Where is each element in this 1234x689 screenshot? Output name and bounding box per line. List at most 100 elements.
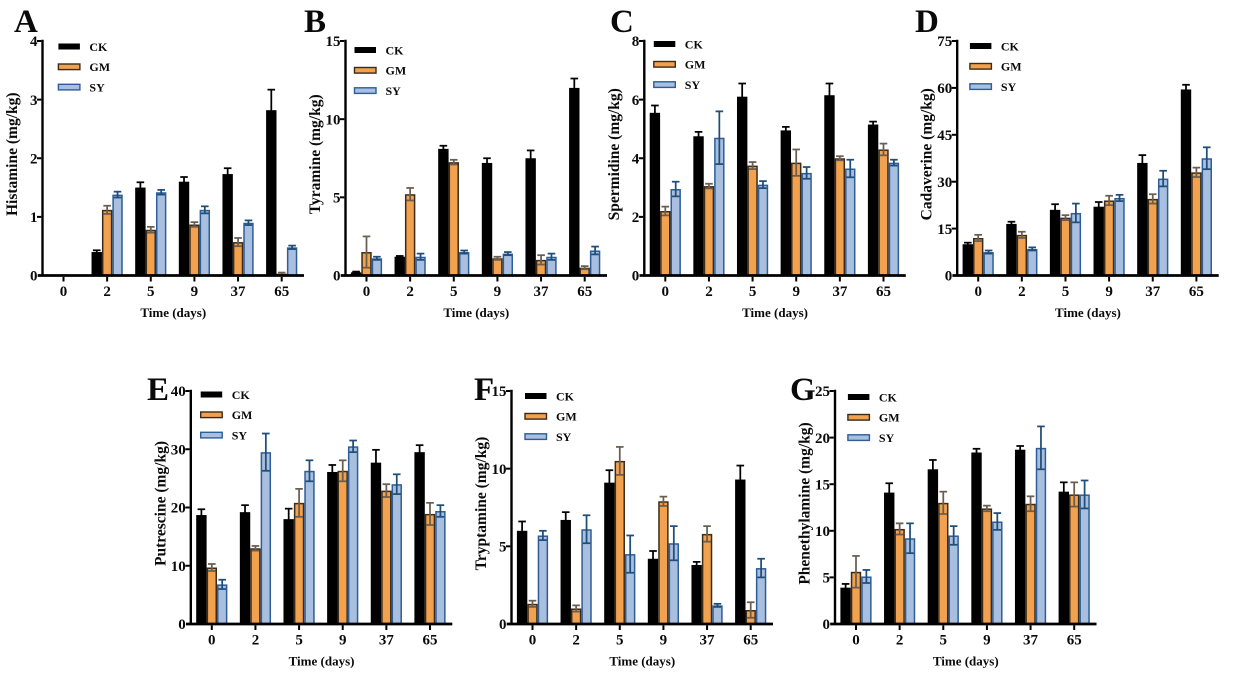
svg-text:40: 40: [171, 384, 186, 400]
svg-text:65: 65: [274, 284, 289, 300]
svg-text:15: 15: [937, 222, 952, 238]
svg-text:9: 9: [1105, 284, 1113, 300]
svg-text:65: 65: [876, 284, 891, 300]
svg-text:GM: GM: [879, 411, 900, 425]
svg-text:0: 0: [945, 269, 953, 285]
svg-text:5: 5: [147, 284, 155, 300]
svg-text:2: 2: [30, 151, 38, 167]
svg-text:65: 65: [1067, 633, 1082, 649]
svg-text:60: 60: [937, 81, 952, 97]
svg-text:2: 2: [632, 210, 640, 226]
svg-text:2: 2: [705, 284, 713, 300]
svg-text:D: D: [915, 4, 939, 40]
svg-text:Time (days): Time (days): [443, 305, 509, 320]
svg-text:75: 75: [937, 34, 952, 50]
svg-text:10: 10: [326, 112, 341, 128]
svg-text:37: 37: [534, 284, 550, 300]
svg-text:3: 3: [30, 93, 38, 109]
svg-text:25: 25: [815, 384, 830, 400]
svg-text:GM: GM: [556, 410, 577, 424]
svg-text:CK: CK: [232, 388, 251, 402]
svg-text:37: 37: [231, 284, 247, 300]
svg-text:Tryptamine (mg/kg): Tryptamine (mg/kg): [473, 437, 490, 571]
svg-text:CK: CK: [685, 37, 704, 51]
svg-text:Time (days): Time (days): [140, 305, 206, 320]
svg-text:CK: CK: [386, 43, 405, 57]
svg-text:CK: CK: [89, 40, 108, 54]
svg-text:15: 15: [326, 34, 341, 50]
svg-text:0: 0: [363, 284, 371, 300]
svg-text:5: 5: [616, 633, 624, 649]
svg-text:0: 0: [333, 269, 341, 285]
svg-text:C: C: [610, 4, 634, 40]
svg-text:0: 0: [30, 269, 38, 285]
svg-text:0: 0: [852, 633, 860, 649]
svg-text:Time (days): Time (days): [742, 305, 808, 320]
svg-text:Spermidine (mg/kg): Spermidine (mg/kg): [606, 88, 623, 220]
svg-text:CK: CK: [556, 389, 575, 403]
svg-text:37: 37: [1145, 284, 1161, 300]
svg-text:B: B: [304, 4, 326, 40]
svg-text:SY: SY: [386, 84, 402, 98]
svg-text:0: 0: [178, 617, 186, 633]
svg-text:2: 2: [103, 284, 111, 300]
svg-text:0: 0: [632, 269, 640, 285]
svg-text:9: 9: [983, 633, 991, 649]
svg-text:9: 9: [792, 284, 800, 300]
svg-text:9: 9: [660, 633, 668, 649]
svg-text:5: 5: [940, 633, 948, 649]
svg-text:GM: GM: [89, 60, 110, 74]
svg-text:9: 9: [494, 284, 502, 300]
svg-text:30: 30: [937, 175, 952, 191]
svg-text:0: 0: [974, 284, 982, 300]
svg-text:65: 65: [1189, 284, 1204, 300]
svg-text:A: A: [14, 4, 38, 40]
svg-text:SY: SY: [232, 429, 248, 443]
svg-text:5: 5: [499, 540, 507, 556]
svg-text:2: 2: [252, 633, 260, 649]
svg-text:6: 6: [632, 93, 640, 109]
svg-text:37: 37: [832, 284, 848, 300]
svg-text:Time (days): Time (days): [933, 654, 999, 669]
svg-text:15: 15: [492, 384, 507, 400]
svg-text:SY: SY: [879, 431, 895, 445]
svg-text:Time (days): Time (days): [609, 654, 675, 669]
svg-text:10: 10: [171, 559, 186, 575]
svg-text:0: 0: [60, 284, 68, 300]
svg-text:0: 0: [208, 633, 216, 649]
svg-text:0: 0: [529, 633, 537, 649]
svg-text:5: 5: [749, 284, 757, 300]
svg-text:CK: CK: [1001, 39, 1020, 53]
svg-text:20: 20: [171, 501, 186, 517]
svg-text:Phenethylamine (mg/kg): Phenethylamine (mg/kg): [797, 422, 814, 584]
svg-text:9: 9: [191, 284, 199, 300]
svg-text:E: E: [147, 372, 169, 408]
svg-text:37: 37: [379, 633, 395, 649]
svg-text:Time (days): Time (days): [289, 654, 355, 669]
svg-text:GM: GM: [232, 408, 253, 422]
svg-text:2: 2: [406, 284, 414, 300]
svg-text:Tyramine (mg/kg): Tyramine (mg/kg): [307, 94, 324, 214]
svg-text:G: G: [790, 372, 816, 408]
svg-text:SY: SY: [1001, 80, 1017, 94]
svg-text:0: 0: [823, 617, 831, 633]
svg-text:SY: SY: [685, 78, 701, 92]
svg-text:10: 10: [815, 524, 830, 540]
svg-text:0: 0: [499, 617, 507, 633]
svg-text:GM: GM: [685, 58, 706, 72]
svg-text:SY: SY: [556, 430, 572, 444]
svg-text:4: 4: [632, 151, 640, 167]
svg-text:5: 5: [295, 633, 303, 649]
svg-text:30: 30: [171, 442, 186, 458]
svg-text:4: 4: [30, 34, 38, 50]
svg-text:GM: GM: [386, 64, 407, 78]
svg-text:65: 65: [743, 633, 758, 649]
svg-text:10: 10: [492, 462, 507, 478]
svg-text:37: 37: [1023, 633, 1039, 649]
svg-text:Histamine (mg/kg): Histamine (mg/kg): [4, 92, 21, 216]
svg-text:8: 8: [632, 34, 640, 50]
svg-text:5: 5: [823, 571, 831, 587]
svg-text:5: 5: [1062, 284, 1070, 300]
svg-text:65: 65: [577, 284, 592, 300]
svg-text:2: 2: [572, 633, 580, 649]
